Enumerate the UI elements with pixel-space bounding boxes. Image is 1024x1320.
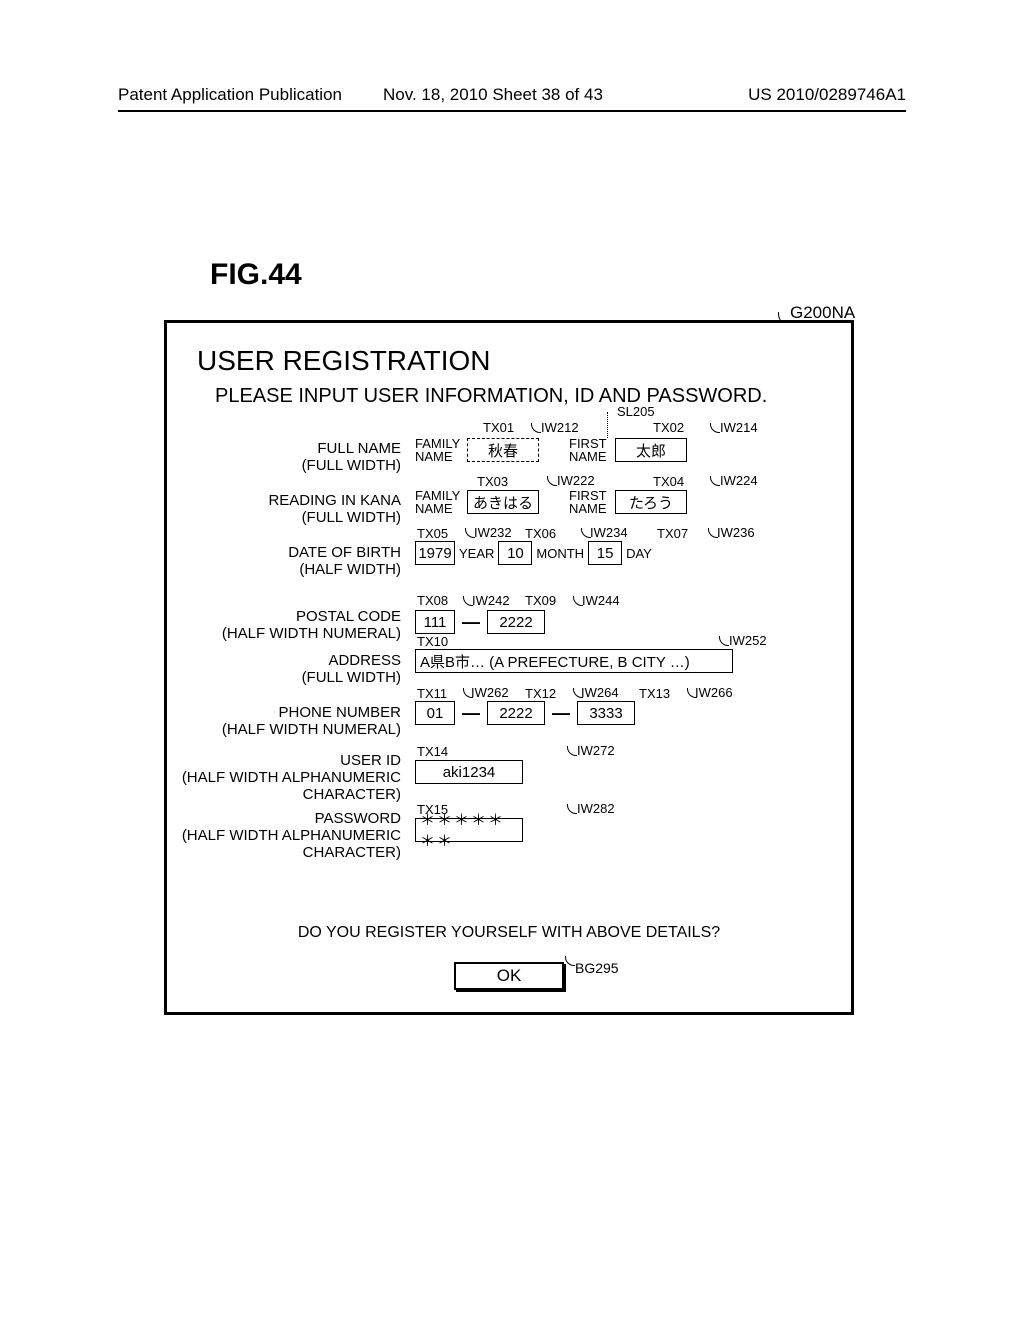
postal-a-input[interactable]: 111: [415, 610, 455, 634]
row-address: TX10 IW252 ADDRESS (FULL WIDTH) A県B市… (A…: [167, 646, 851, 698]
row-postal: TX08 IW242 TX09 IW244 POSTAL CODE (HALF …: [167, 590, 851, 646]
pub-number: US 2010/0289746A1: [748, 85, 906, 105]
kana-first-input[interactable]: たろう: [615, 490, 687, 514]
label-postal: POSTAL CODE (HALF WIDTH NUMERAL): [171, 608, 401, 642]
ann-iw244: IW244: [582, 593, 620, 608]
pub-label: Patent Application Publication: [118, 85, 342, 105]
password-input[interactable]: ＊＊＊＊＊＊＊: [415, 818, 523, 842]
label-fullname: FULL NAME (FULL WIDTH): [171, 440, 401, 474]
kana-family-input[interactable]: あきはる: [467, 490, 539, 514]
userid-input[interactable]: aki1234: [415, 760, 523, 784]
label-dob: DATE OF BIRTH (HALF WIDTH): [171, 544, 401, 578]
lead-iw214: [710, 423, 720, 433]
form-rows: TX01 IW212 SL205 TX02 IW214 FULL NAME (F…: [167, 428, 851, 866]
figure-label: FIG.44: [210, 258, 302, 292]
label-userid: USER ID (HALF WIDTH ALPHANUMERIC CHARACT…: [171, 752, 401, 803]
page-header: Patent Application Publication Nov. 18, …: [118, 85, 906, 105]
confirm-text: DO YOU REGISTER YOURSELF WITH ABOVE DETA…: [167, 924, 851, 942]
label-kana: READING IN KANA (FULL WIDTH): [171, 492, 401, 526]
panel-subtitle: PLEASE INPUT USER INFORMATION, ID AND PA…: [215, 385, 767, 408]
phone-c-input[interactable]: 3333: [577, 701, 635, 725]
label-password: PASSWORD (HALF WIDTH ALPHANUMERIC CHARAC…: [171, 810, 401, 861]
phone-b-input[interactable]: 2222: [487, 701, 545, 725]
date-sheet: Nov. 18, 2010 Sheet 38 of 43: [383, 85, 603, 105]
phone-dash1: —: [459, 703, 483, 724]
first-name-label: FIRSTNAME: [569, 437, 611, 463]
lead-sl205: [607, 412, 608, 438]
family-name-label: FAMILYNAME: [415, 437, 463, 463]
lead-iw244: [573, 596, 583, 606]
postal-b-input[interactable]: 2222: [487, 610, 545, 634]
lead-bg295: [565, 956, 575, 966]
ann-iw214: IW214: [720, 420, 758, 435]
label-address: ADDRESS (FULL WIDTH): [171, 652, 401, 686]
ann-tx01: TX01: [483, 420, 514, 435]
panel-title: USER REGISTRATION: [197, 345, 491, 377]
registration-panel: USER REGISTRATION PLEASE INPUT USER INFO…: [164, 320, 854, 1015]
dob-month-input[interactable]: 10: [498, 541, 532, 565]
row-password: TX15 IW282 PASSWORD (HALF WIDTH ALPHANUM…: [167, 808, 851, 866]
row-kana: TX03 IW222 TX04 IW224 READING IN KANA (F…: [167, 486, 851, 538]
dob-year-input[interactable]: 1979: [415, 541, 455, 565]
row-fullname: TX01 IW212 SL205 TX02 IW214 FULL NAME (F…: [167, 434, 851, 486]
lead-iw242: [463, 596, 473, 606]
family-name-input[interactable]: 秋春: [467, 438, 539, 462]
lead-iw272: [567, 746, 577, 756]
ann-iw242: IW242: [472, 593, 510, 608]
first-name-input[interactable]: 太郎: [615, 438, 687, 462]
phone-dash2: —: [549, 703, 573, 724]
lead-iw212: [531, 423, 541, 433]
ann-iw212: IW212: [541, 420, 579, 435]
ann-tx08: TX08: [417, 593, 448, 608]
ann-tx09: TX09: [525, 593, 556, 608]
address-input[interactable]: A県B市… (A PREFECTURE, B CITY …): [415, 649, 733, 673]
row-phone: TX11 IW262 TX12 IW264 TX13 IW266 PHONE N…: [167, 698, 851, 750]
header-rule: [118, 110, 906, 112]
row-userid: TX14 IW272 USER ID (HALF WIDTH ALPHANUME…: [167, 750, 851, 808]
ann-tx02: TX02: [653, 420, 684, 435]
phone-a-input[interactable]: 01: [415, 701, 455, 725]
kana-first-label: FIRSTNAME: [569, 489, 611, 515]
ok-button[interactable]: OK: [454, 962, 564, 990]
kana-family-label: FAMILYNAME: [415, 489, 463, 515]
dob-year-label: YEAR: [459, 547, 494, 560]
dob-day-label: DAY: [626, 547, 652, 560]
label-phone: PHONE NUMBER (HALF WIDTH NUMERAL): [171, 704, 401, 738]
dob-day-input[interactable]: 15: [588, 541, 622, 565]
postal-dash: —: [459, 612, 483, 633]
ann-bg295: BG295: [575, 960, 619, 976]
lead-iw282: [567, 804, 577, 814]
row-dob: TX05 IW232 TX06 IW234 TX07 IW236 DATE OF…: [167, 538, 851, 590]
dob-month-label: MONTH: [536, 547, 584, 560]
